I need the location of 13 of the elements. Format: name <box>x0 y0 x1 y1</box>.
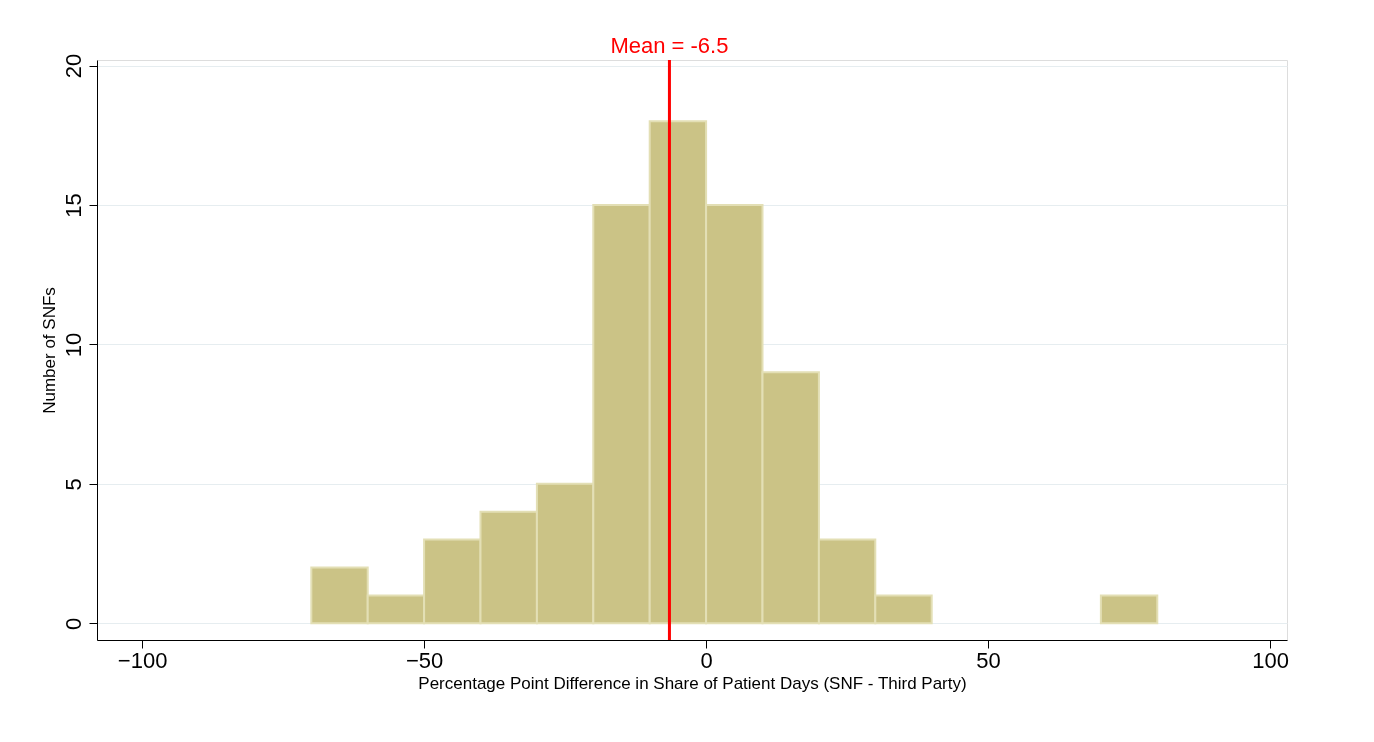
y-axis-title: Number of SNFs <box>39 287 59 414</box>
x-tick-label: 0 <box>700 647 713 673</box>
x-axis-title: Percentage Point Difference in Share of Patient Days (SNF - Third Party) <box>418 673 967 693</box>
y-tick-label: 0 <box>60 617 86 630</box>
y-tick-label: 10 <box>60 332 86 358</box>
x-tick-label: −50 <box>405 647 444 673</box>
y-tick-label: 20 <box>60 53 86 79</box>
x-tick-label: 50 <box>976 647 1001 673</box>
y-tick-label: 15 <box>60 193 86 218</box>
ref-line-label: Mean = -6.5 <box>610 33 729 58</box>
x-tick-label: 100 <box>1252 647 1289 673</box>
y-tick-label: 5 <box>60 478 86 491</box>
x-tick-label: −100 <box>117 647 168 673</box>
